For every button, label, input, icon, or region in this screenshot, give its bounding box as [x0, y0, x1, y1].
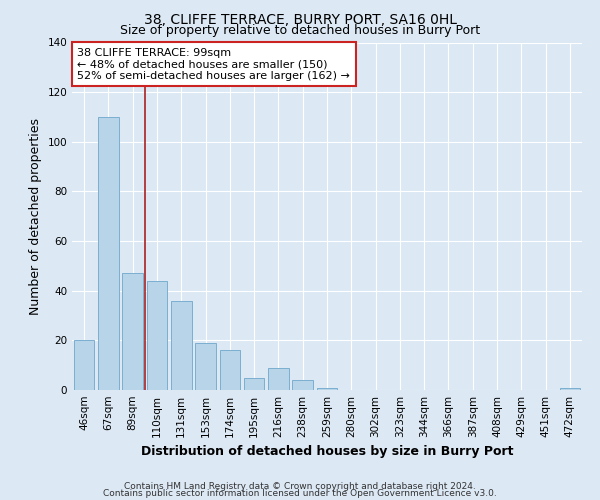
- Bar: [146, 281, 167, 390]
- X-axis label: Distribution of detached houses by size in Burry Port: Distribution of detached houses by size …: [141, 446, 513, 458]
- Text: 38 CLIFFE TERRACE: 99sqm
← 48% of detached houses are smaller (150)
52% of semi-: 38 CLIFFE TERRACE: 99sqm ← 48% of detach…: [77, 48, 350, 81]
- Bar: [98, 117, 119, 390]
- Bar: [195, 343, 216, 390]
- Bar: [74, 340, 94, 390]
- Bar: [268, 368, 289, 390]
- Bar: [560, 388, 580, 390]
- Bar: [244, 378, 265, 390]
- Text: Contains HM Land Registry data © Crown copyright and database right 2024.: Contains HM Land Registry data © Crown c…: [124, 482, 476, 491]
- Text: Contains public sector information licensed under the Open Government Licence v3: Contains public sector information licen…: [103, 490, 497, 498]
- Text: Size of property relative to detached houses in Burry Port: Size of property relative to detached ho…: [120, 24, 480, 37]
- Bar: [292, 380, 313, 390]
- Bar: [317, 388, 337, 390]
- Text: 38, CLIFFE TERRACE, BURRY PORT, SA16 0HL: 38, CLIFFE TERRACE, BURRY PORT, SA16 0HL: [143, 12, 457, 26]
- Bar: [122, 274, 143, 390]
- Bar: [171, 300, 191, 390]
- Y-axis label: Number of detached properties: Number of detached properties: [29, 118, 42, 315]
- Bar: [220, 350, 240, 390]
